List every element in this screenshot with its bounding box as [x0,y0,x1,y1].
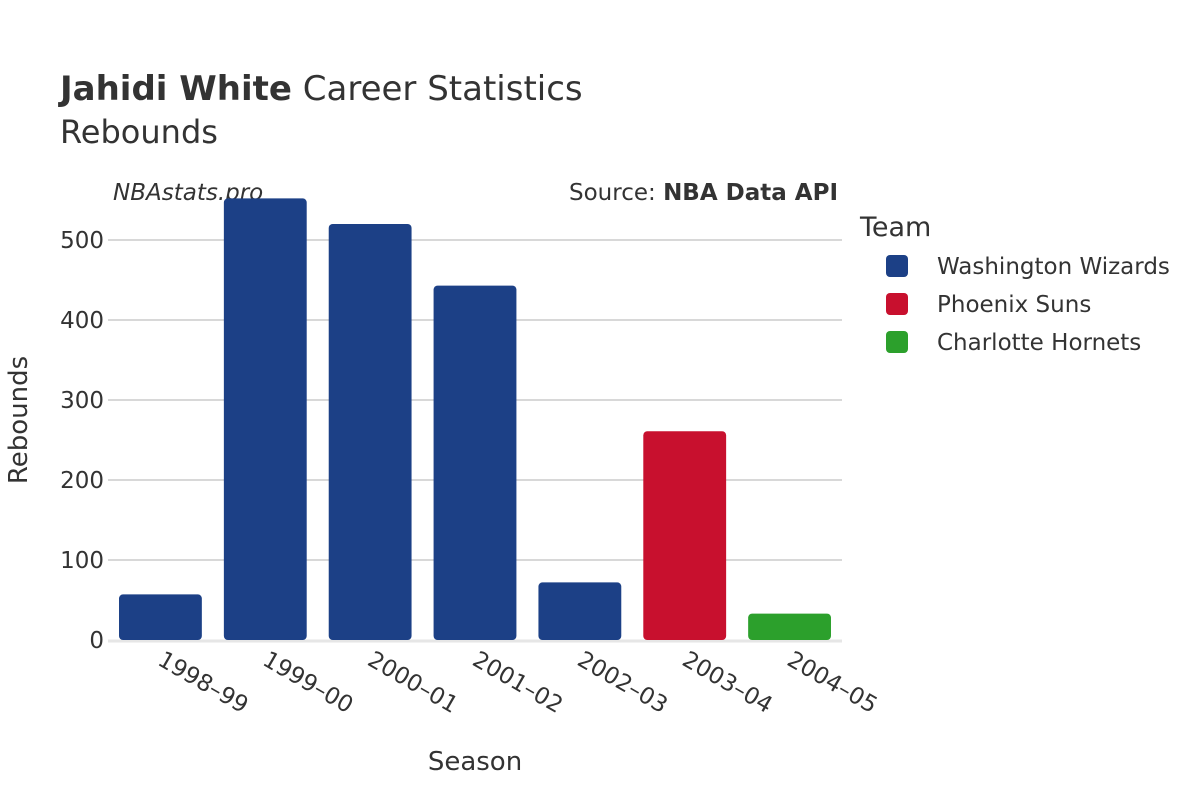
x-tick: 2000–01 [363,647,462,719]
bar [538,582,622,640]
bar [328,224,412,640]
y-tick-label: 500 [60,228,104,254]
x-tick-label: 2000–01 [363,647,462,719]
bar [643,431,727,640]
chart-title-rest: Career Statistics [292,69,583,109]
x-axis-label: Season [428,747,522,777]
legend-swatch [886,331,908,353]
bars [119,198,831,640]
x-tick-label: 2002–03 [573,647,672,719]
x-tick: 2004–05 [783,647,882,719]
legend-label: Charlotte Hornets [937,330,1141,356]
legend-swatch [886,255,908,277]
y-tick-label: 200 [60,468,104,494]
y-tick-label: 100 [60,548,104,574]
x-tick: 1999–00 [258,647,357,719]
bar [119,594,202,640]
bar [748,613,831,640]
y-tick-label: 300 [60,388,104,414]
source-prefix: Source: [569,180,663,206]
y-tick-label: 0 [89,628,104,654]
x-tick: 1998–99 [153,647,252,719]
x-tick-label: 2001–02 [468,647,567,719]
x-tick-label: 2003–04 [678,647,777,719]
x-tick: 2003–04 [678,647,777,719]
x-tick-label: 2004–05 [783,647,882,719]
chart-subtitle: Rebounds [60,113,218,151]
chart-title-bold: Jahidi White [58,69,292,109]
bar [223,198,307,640]
source-credit: Source: NBA Data API [569,180,838,206]
source-name: NBA Data API [663,180,838,206]
legend-title: Team [859,212,931,243]
legend-label: Washington Wizards [937,254,1170,280]
legend-label: Phoenix Suns [937,292,1091,318]
legend: Washington Wizards Phoenix Suns Charlotte … [886,254,1170,356]
y-tick-label: 400 [60,308,104,334]
y-axis-label: Rebounds [4,356,34,484]
chart-title: Jahidi White Career Statistics [58,69,583,109]
x-axis-ticks: 1998–99 1999–00 2000–01 2001–02 2002–03 2003–… [153,647,881,719]
x-tick: 2002–03 [573,647,672,719]
legend-swatch [886,293,908,315]
x-tick: 2001–02 [468,647,567,719]
bar [433,285,517,640]
y-axis-ticks: 0 100 200 300 400 500 [60,228,104,654]
x-tick-label: 1998–99 [153,647,252,719]
x-tick-label: 1999–00 [258,647,357,719]
